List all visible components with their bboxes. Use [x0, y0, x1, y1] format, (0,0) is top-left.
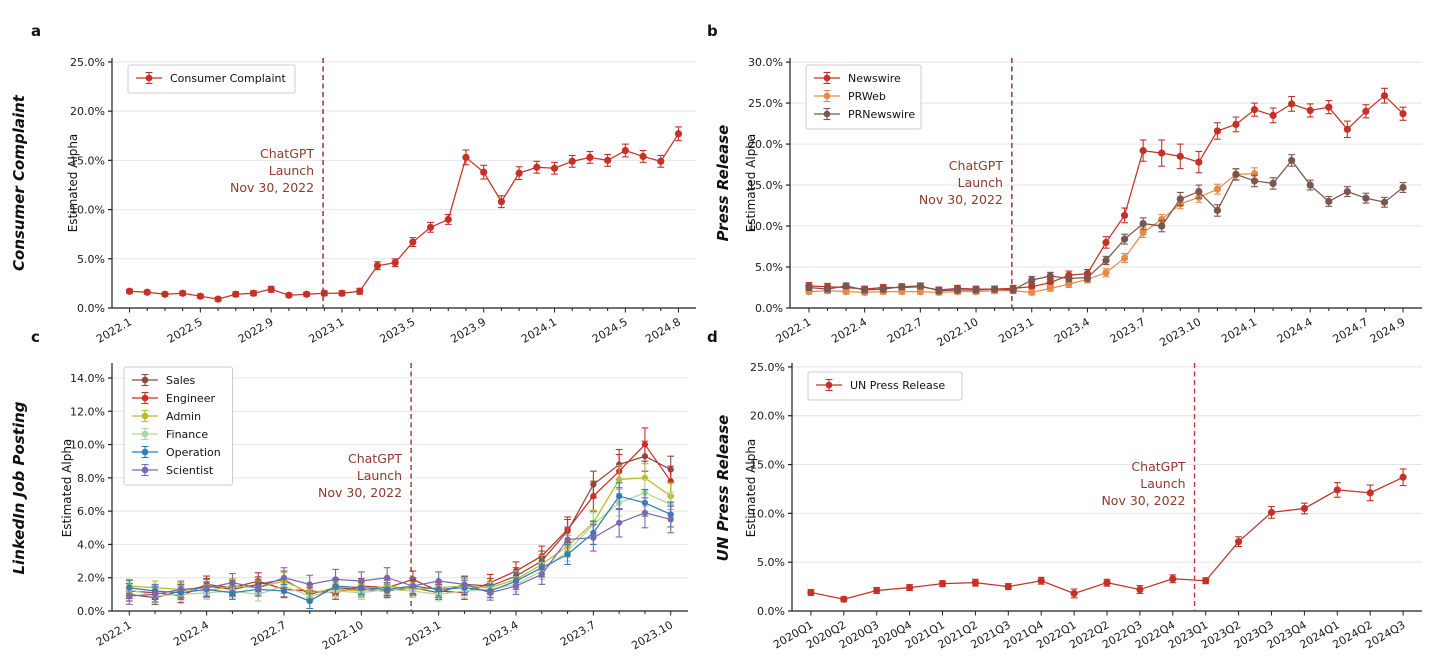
svg-text:10.0%: 10.0% [70, 204, 105, 217]
panel-d-chart: 0.0%5.0%10.0%15.0%20.0%25.0%2020Q12020Q2… [750, 361, 1422, 651]
panel-label-c: c [31, 328, 40, 346]
svg-text:20.0%: 20.0% [748, 138, 783, 151]
svg-text:30.0%: 30.0% [748, 56, 783, 69]
svg-text:ChatGPT: ChatGPT [348, 451, 402, 466]
svg-text:Launch: Launch [357, 468, 402, 483]
svg-text:Operation: Operation [166, 446, 221, 459]
svg-text:Launch: Launch [269, 163, 314, 178]
svg-text:0.0%: 0.0% [77, 302, 105, 315]
svg-text:0.0%: 0.0% [77, 605, 105, 618]
svg-text:Admin: Admin [166, 410, 201, 423]
svg-text:2022.10: 2022.10 [320, 618, 366, 652]
svg-text:Scientist: Scientist [166, 464, 214, 477]
svg-text:4.0%: 4.0% [77, 538, 105, 551]
svg-text:14.0%: 14.0% [70, 372, 105, 385]
svg-text:Consumer Complaint: Consumer Complaint [170, 72, 287, 85]
svg-text:Newswire: Newswire [848, 72, 901, 85]
svg-text:10.0%: 10.0% [748, 220, 783, 233]
svg-text:20.0%: 20.0% [70, 105, 105, 118]
svg-text:5.0%: 5.0% [757, 556, 785, 569]
svg-text:12.0%: 12.0% [70, 405, 105, 418]
svg-text:Sales: Sales [166, 374, 196, 387]
svg-text:ChatGPT: ChatGPT [1131, 459, 1185, 474]
svg-text:2022.4: 2022.4 [171, 618, 211, 649]
svg-text:PRWeb: PRWeb [848, 90, 886, 103]
svg-text:Nov 30, 2022: Nov 30, 2022 [1101, 493, 1185, 508]
svg-text:8.0%: 8.0% [77, 472, 105, 485]
svg-text:15.0%: 15.0% [748, 179, 783, 192]
svg-text:Engineer: Engineer [166, 392, 215, 405]
svg-text:ChatGPT: ChatGPT [949, 158, 1003, 173]
panel-a-chart: 0.0%5.0%10.0%15.0%20.0%25.0%2022.1 2022.5… [70, 56, 696, 346]
svg-text:25.0%: 25.0% [750, 361, 785, 374]
svg-text:5.0%: 5.0% [755, 261, 783, 274]
svg-text:2023.1: 2023.1 [403, 618, 443, 649]
svg-text:5.0%: 5.0% [77, 253, 105, 266]
svg-text:10.0%: 10.0% [750, 507, 785, 520]
svg-text:Nov 30, 2022: Nov 30, 2022 [919, 192, 1003, 207]
svg-text:Nov 30, 2022: Nov 30, 2022 [230, 180, 314, 195]
svg-text:15.0%: 15.0% [750, 459, 785, 472]
svg-text:15.0%: 15.0% [70, 154, 105, 167]
panel-b-chart: 0.0%5.0%10.0%15.0%20.0%25.0%30.0%2022.1 2… [748, 56, 1422, 349]
svg-text:2023.10: 2023.10 [629, 618, 675, 652]
svg-text:PRNewswire: PRNewswire [848, 108, 915, 121]
svg-text:ChatGPT: ChatGPT [260, 146, 314, 161]
svg-text:Nov 30, 2022: Nov 30, 2022 [318, 485, 402, 500]
svg-text:20.0%: 20.0% [750, 410, 785, 423]
svg-text:2023.7: 2023.7 [558, 618, 598, 649]
svg-text:6.0%: 6.0% [77, 505, 105, 518]
panel-label-d: d [707, 328, 718, 346]
panel-label-b: b [707, 22, 718, 40]
panel-label-a: a [31, 22, 42, 40]
svg-text:0.0%: 0.0% [755, 302, 783, 315]
svg-text:Launch: Launch [958, 175, 1003, 190]
svg-text:2022.7: 2022.7 [249, 618, 289, 649]
svg-text:10.0%: 10.0% [70, 439, 105, 452]
svg-text:UN Press Release: UN Press Release [850, 379, 945, 392]
svg-text:Launch: Launch [1140, 476, 1185, 491]
svg-text:Finance: Finance [166, 428, 208, 441]
panel-c-chart: 0.0% 2.0% 4.0% 6.0% 8.0% 10.0% 12.0% 14.0% 2022.… [70, 363, 688, 652]
svg-text:2.0%: 2.0% [77, 572, 105, 585]
svg-text:25.0%: 25.0% [748, 97, 783, 110]
svg-text:25.0%: 25.0% [70, 56, 105, 69]
svg-text:0.0%: 0.0% [757, 605, 785, 618]
svg-text:2022.1: 2022.1 [94, 618, 134, 649]
svg-text:2023.4: 2023.4 [481, 618, 521, 649]
